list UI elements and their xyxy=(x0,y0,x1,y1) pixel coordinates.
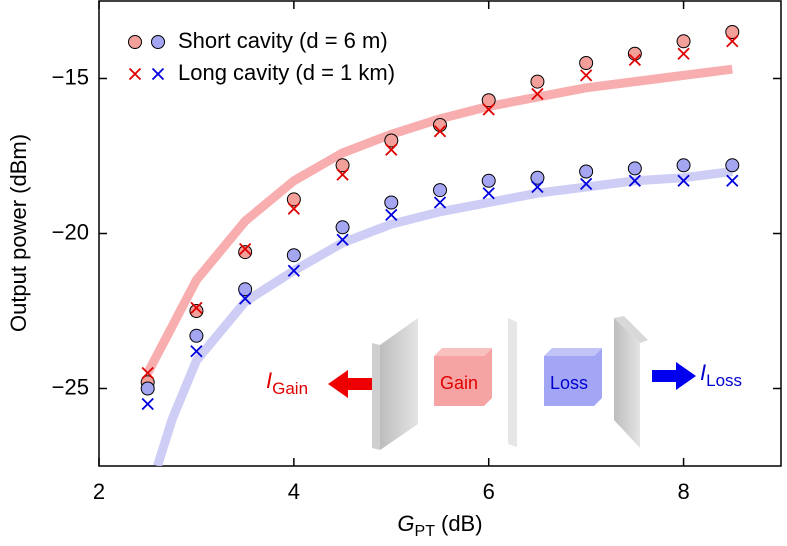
point xyxy=(433,118,447,132)
point xyxy=(627,161,642,176)
output-gain: IGain xyxy=(266,368,308,399)
loss-arrow xyxy=(652,362,696,390)
point xyxy=(580,69,593,82)
point xyxy=(385,208,398,222)
mirror xyxy=(380,318,418,450)
point xyxy=(579,164,594,179)
subscript: PT xyxy=(415,523,436,540)
point xyxy=(384,133,399,148)
point xyxy=(238,245,253,260)
fit-curve xyxy=(143,64,733,376)
legend-marker xyxy=(151,67,165,81)
y-axis-label: Output power (dBm) xyxy=(6,134,31,332)
point xyxy=(433,196,447,209)
legend-marker xyxy=(151,35,165,49)
point xyxy=(384,195,399,210)
x-tick-label: 2 xyxy=(93,479,105,504)
gain-cube-top xyxy=(434,348,492,356)
point xyxy=(190,345,203,358)
point xyxy=(238,282,253,297)
point xyxy=(725,25,740,39)
point xyxy=(628,174,641,187)
legend-marker xyxy=(128,67,142,81)
point xyxy=(579,56,594,70)
loss-cube-top xyxy=(544,348,602,356)
point xyxy=(676,158,691,173)
gain-label: Gain xyxy=(440,373,478,393)
point xyxy=(141,366,154,380)
mirror xyxy=(614,318,640,448)
legend-marker xyxy=(128,35,142,49)
y-tick-label: −20 xyxy=(52,219,89,244)
gain-arrow xyxy=(328,370,372,398)
point xyxy=(725,158,740,173)
point xyxy=(287,202,300,215)
loss-cube xyxy=(544,348,602,406)
x-tick-label: 4 xyxy=(288,479,300,504)
point xyxy=(676,34,691,49)
point xyxy=(482,187,495,200)
point xyxy=(677,174,690,187)
point xyxy=(481,93,496,108)
point xyxy=(531,87,544,101)
point xyxy=(580,177,593,191)
point xyxy=(286,248,301,263)
unit: (dB) xyxy=(441,511,483,536)
point xyxy=(627,46,642,61)
point xyxy=(385,143,398,156)
point xyxy=(190,301,203,315)
legend-label: Short cavity (d = 6 m) xyxy=(178,28,388,53)
x-tick-label: 6 xyxy=(483,479,495,504)
point xyxy=(726,174,739,187)
y-tick-label: −15 xyxy=(52,64,89,89)
point xyxy=(239,242,252,256)
legend-label: Long cavity (d = 1 km) xyxy=(178,60,395,85)
point xyxy=(335,220,350,235)
output-loss: ILoss xyxy=(700,360,742,391)
point xyxy=(286,192,301,207)
point xyxy=(140,381,155,396)
subscript: Loss xyxy=(706,371,742,390)
x-axis-label: GPT (dB) xyxy=(397,511,482,540)
point xyxy=(335,158,350,173)
loss-label: Loss xyxy=(550,373,588,393)
y-tick-label: −25 xyxy=(52,374,89,399)
point xyxy=(433,183,447,198)
gain-cube xyxy=(434,348,492,406)
point xyxy=(287,264,300,277)
plate xyxy=(508,318,517,447)
point xyxy=(189,328,204,343)
point xyxy=(726,35,739,48)
point xyxy=(628,53,641,67)
mirror-edge xyxy=(614,316,648,343)
symbol: I xyxy=(266,368,272,393)
mirror-edge xyxy=(372,343,380,450)
point xyxy=(481,173,496,188)
point xyxy=(482,103,495,116)
inset-diagram: Gain Loss IGain ILoss xyxy=(266,316,742,450)
fit-curve xyxy=(153,167,733,466)
point xyxy=(433,125,447,138)
point xyxy=(530,170,545,185)
point xyxy=(531,180,544,194)
symbol: I xyxy=(700,360,706,385)
point xyxy=(336,233,349,246)
point xyxy=(189,304,204,318)
plot-area xyxy=(140,25,740,466)
point xyxy=(141,397,154,411)
point xyxy=(530,74,545,89)
symbol: G xyxy=(397,511,414,536)
point xyxy=(336,168,349,181)
point xyxy=(677,47,690,60)
x-tick-label: 8 xyxy=(677,479,689,504)
point xyxy=(239,292,252,305)
subscript: Gain xyxy=(272,379,308,398)
